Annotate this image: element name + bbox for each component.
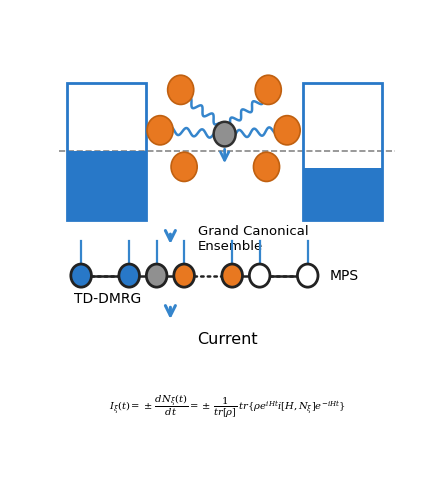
Circle shape (146, 264, 167, 287)
Circle shape (71, 264, 91, 287)
Circle shape (255, 75, 281, 104)
Circle shape (174, 264, 194, 287)
Circle shape (249, 264, 270, 287)
Circle shape (167, 75, 194, 104)
Text: Current: Current (197, 332, 257, 346)
Circle shape (297, 264, 318, 287)
Circle shape (171, 152, 197, 182)
Circle shape (214, 122, 236, 146)
Text: TD-DMRG: TD-DMRG (74, 292, 141, 306)
Text: MPS: MPS (330, 268, 359, 282)
Bar (303, 83, 381, 220)
Circle shape (274, 116, 300, 145)
Circle shape (222, 264, 242, 287)
Text: Grand Canonical
Ensemble: Grand Canonical Ensemble (198, 225, 308, 253)
Text: $I_{\xi}(t) = \pm\, \dfrac{dN_{\xi}(t)}{dt} = \pm\, \dfrac{1}{tr[\rho]}\, tr\{\r: $I_{\xi}(t) = \pm\, \dfrac{dN_{\xi}(t)}{… (109, 393, 346, 420)
Circle shape (119, 264, 140, 287)
Circle shape (253, 152, 280, 182)
Bar (67, 83, 146, 220)
Circle shape (147, 116, 173, 145)
Bar (303, 168, 381, 220)
Bar (67, 152, 146, 220)
